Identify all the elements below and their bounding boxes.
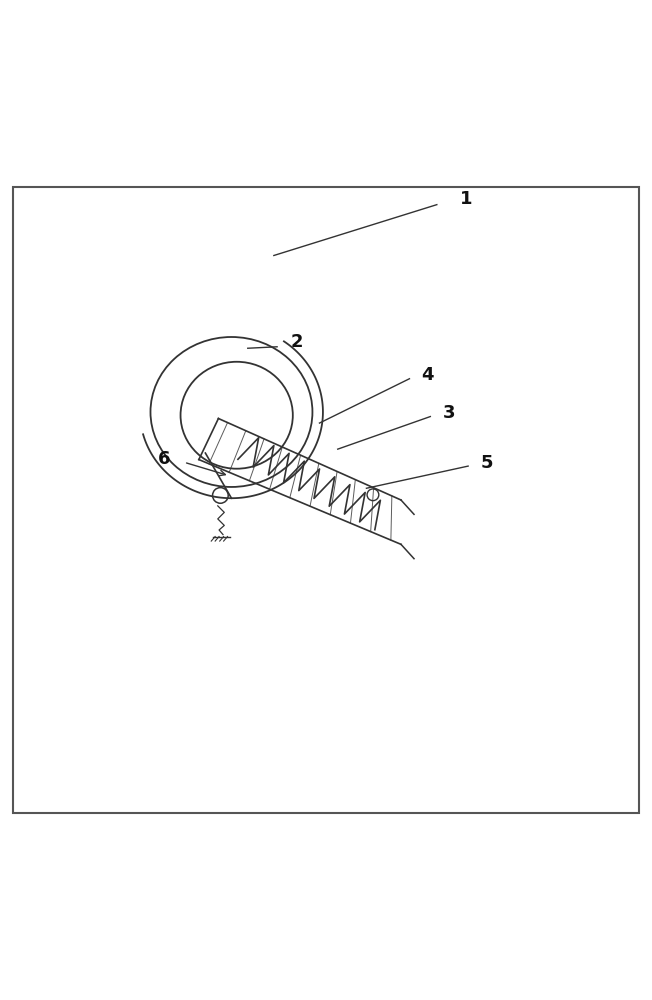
Text: 4: 4 <box>421 366 434 384</box>
Text: 1: 1 <box>460 190 473 208</box>
Text: 2: 2 <box>290 333 303 351</box>
Text: 6: 6 <box>158 450 171 468</box>
Text: 3: 3 <box>442 404 455 422</box>
Text: 5: 5 <box>480 454 493 472</box>
